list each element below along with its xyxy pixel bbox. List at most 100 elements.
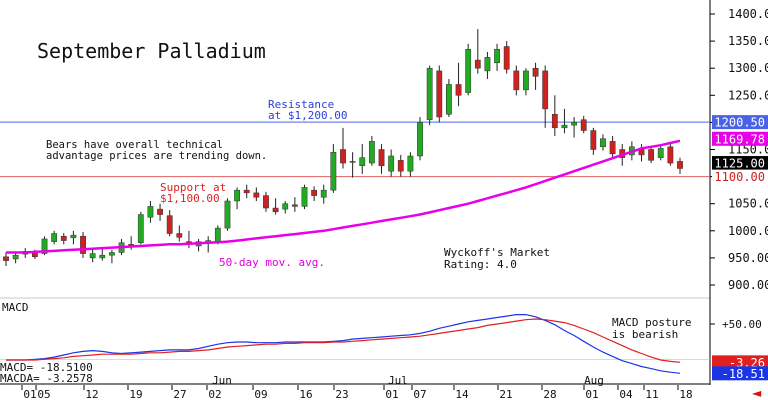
level-lines [0, 121, 710, 360]
price-tick-label: 1000.00 [728, 224, 768, 238]
chart-title: September Palladium [37, 39, 266, 63]
date-label: 04 [619, 388, 633, 400]
scroll-left-arrow-icon[interactable]: ◄ [752, 386, 762, 400]
price-tick-label: 1150.00 [728, 143, 768, 157]
candle-body [3, 256, 9, 261]
mov-avg-label: 50-day mov. avg. [219, 256, 325, 269]
candle-body [494, 48, 500, 64]
wyckoff-rating-line2: Rating: 4.0 [444, 258, 517, 271]
candle-body [359, 157, 366, 167]
candle-body [12, 254, 19, 260]
tag-background [712, 131, 768, 146]
date-label: 05 [37, 388, 50, 400]
macd-tag: -18.51 [712, 366, 768, 381]
candle-body [176, 233, 183, 238]
date-label: 07 [413, 388, 426, 400]
series-macd-line [6, 314, 681, 374]
candle-body [677, 161, 683, 169]
macd-posture-line1: MACD posture [612, 316, 691, 329]
candle-body [551, 114, 558, 129]
tag-text: 1125.00 [714, 157, 765, 171]
candle-body [474, 59, 481, 69]
tag-text: -18.51 [722, 367, 765, 381]
macd-posture-line2: is bearish [612, 328, 678, 341]
date-label: 16 [299, 388, 312, 400]
macda-readout: MACDA= -3.2578 [0, 372, 93, 385]
date-label: 27 [173, 388, 186, 400]
candle-body [137, 214, 144, 243]
date-label: 21 [499, 388, 512, 400]
tag-background [712, 366, 768, 381]
candle-body [523, 70, 529, 91]
candle-body [609, 141, 616, 155]
candle-body [301, 187, 308, 207]
candle-body [349, 161, 356, 163]
candle-body [388, 155, 395, 172]
candle-body [224, 200, 231, 229]
tag-background [712, 355, 768, 370]
price-tag: 1100.00 [712, 169, 768, 184]
candle-body [571, 122, 577, 126]
candle-body [368, 141, 375, 164]
candle-body [648, 149, 655, 161]
macd-readout: MACD= -18.5100 [0, 361, 93, 374]
price-tag: 1125.00 [712, 156, 768, 171]
moving-average-layer [6, 139, 681, 254]
tag-background [712, 169, 768, 184]
candle-body [320, 189, 327, 198]
candle-body [657, 148, 664, 158]
support-label-line2: $1,100.00 [160, 192, 220, 205]
macd-lines [6, 314, 681, 374]
wyckoff-rating-line1: Wyckoff's Market [444, 246, 550, 259]
month-label: Jun [212, 374, 232, 387]
candle-body [455, 84, 462, 96]
candle-body [89, 253, 96, 259]
tag-background [712, 156, 768, 171]
date-label: 01 [385, 388, 398, 400]
candle-body [157, 208, 163, 215]
candle-body [234, 189, 240, 202]
candle-body [561, 124, 568, 129]
price-tag: 1200.50 [712, 115, 768, 130]
price-pane [0, 0, 711, 385]
series-macda-line [6, 318, 681, 363]
candle-body [340, 149, 346, 164]
candle-body [311, 189, 318, 196]
date-label: 23 [335, 388, 348, 400]
macd-axis: +50.00 [710, 318, 762, 331]
macd-pane-title: MACD [2, 301, 29, 314]
date-label: 18 [679, 388, 692, 400]
macd-tick-label: +50.00 [722, 318, 762, 331]
price-tick-label: 1400.00 [728, 7, 768, 21]
candle-body [407, 155, 414, 172]
candle-body [109, 252, 115, 256]
month-label: Jul [388, 374, 408, 387]
tag-text: 1200.50 [714, 116, 765, 130]
candle-body [378, 149, 385, 167]
date-label: 01 [585, 388, 598, 400]
price-tick-label: 1350.00 [728, 34, 768, 48]
price-tick-label: 900.00 [728, 278, 768, 292]
candle-body [600, 138, 606, 148]
candle-body [41, 238, 48, 254]
date-label: 19 [129, 388, 142, 400]
candle-body [436, 70, 443, 118]
candle-body [580, 119, 587, 131]
candle-body [243, 189, 250, 194]
price-tick-label: 1050.00 [728, 197, 768, 211]
price-tick-label: 1300.00 [728, 61, 768, 75]
candle-body [667, 146, 674, 164]
date-label: 02 [208, 388, 221, 400]
price-tick-label: 1250.00 [728, 88, 768, 102]
price-axis: 900.00 950.00 1000.00 1050.00 1100.00 1150.00… [710, 7, 768, 292]
candle-body [503, 46, 510, 70]
month-label: Aug [584, 374, 604, 387]
candle-body [513, 70, 520, 91]
candle-body [484, 57, 491, 72]
date-label: 28 [543, 388, 556, 400]
candle-body [263, 195, 269, 209]
candle-body [99, 254, 106, 259]
